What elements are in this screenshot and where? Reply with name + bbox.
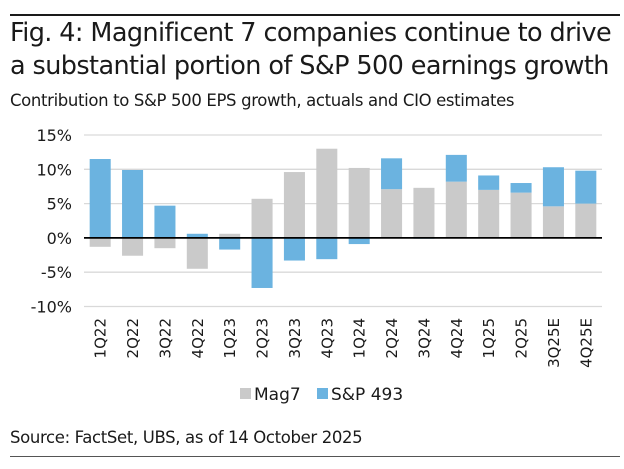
- y-tick-label: 10%: [36, 160, 72, 179]
- bar-s-p-493-3q23: [283, 237, 305, 261]
- y-tick-label: 0%: [47, 229, 72, 248]
- x-tick-label: 1Q24: [351, 318, 369, 358]
- x-tick-label: 3Q25E: [545, 318, 563, 368]
- bottom-rule: [10, 456, 620, 457]
- bar-s-p-493-2q23: [251, 237, 273, 288]
- y-tick-label: 15%: [36, 126, 72, 145]
- x-tick-label: 2Q22: [124, 318, 142, 358]
- y-tick-label: -5%: [41, 263, 72, 282]
- x-tick-label: 2Q25: [513, 318, 531, 358]
- bar-mag7-2q24: [381, 189, 403, 238]
- bar-s-p-493-1q24: [348, 237, 370, 245]
- bar-mag7-1q22: [89, 237, 111, 247]
- x-tick-label: 4Q22: [189, 318, 207, 358]
- legend-label-mag7: Mag7: [254, 385, 301, 405]
- bar-s-p-493-4q24: [445, 154, 467, 182]
- legend: Mag7 S&P 493: [240, 385, 403, 405]
- bar-s-p-493-3q25e: [542, 167, 564, 207]
- bar-mag7-3q22: [154, 237, 176, 249]
- bar-s-p-493-1q22: [89, 159, 111, 238]
- chart-title: Fig. 4: Magnificent 7 companies continue…: [10, 17, 612, 83]
- x-tick-label: 1Q23: [221, 318, 239, 358]
- bar-mag7-2q25: [510, 192, 532, 238]
- bar-s-p-493-2q24: [381, 158, 403, 190]
- title-line-1: Fig. 4: Magnificent 7 companies continue…: [10, 18, 612, 48]
- bar-s-p-493-1q23: [219, 237, 241, 250]
- bar-mag7-1q23: [219, 233, 241, 238]
- bar-s-p-493-4q23: [316, 237, 338, 260]
- bar-s-p-493-2q25: [510, 183, 532, 193]
- bar-mag7-2q23: [251, 198, 273, 238]
- bar-s-p-493-4q25e: [575, 170, 597, 204]
- bars: [89, 148, 597, 288]
- x-axis-labels: 1Q22 2Q22 3Q22 4Q22 1Q23 2Q23 3Q23 4Q23 1Q24 2Q24…: [92, 318, 596, 368]
- bar-s-p-493-4q22: [186, 233, 208, 238]
- chart-subtitle: Contribution to S&P 500 EPS growth, actu…: [10, 91, 515, 110]
- x-tick-label: 4Q25E: [577, 318, 595, 368]
- title-line-2: a substantial portion of S&P 500 earning…: [10, 51, 609, 81]
- x-tick-label: 3Q22: [156, 318, 174, 358]
- bar-s-p-493-2q22: [122, 169, 144, 238]
- legend-swatch-mag7: [240, 388, 251, 399]
- bar-mag7-2q22: [122, 237, 144, 256]
- source-note: Source: FactSet, UBS, as of 14 October 2…: [10, 428, 363, 447]
- bar-mag7-1q24: [348, 167, 370, 238]
- bar-mag7-4q24: [445, 181, 467, 238]
- x-tick-label: 3Q23: [286, 318, 304, 358]
- x-tick-label: 2Q23: [254, 318, 272, 358]
- bar-mag7-4q25e: [575, 203, 597, 238]
- x-tick-label: 3Q24: [415, 318, 433, 358]
- x-tick-label: 1Q22: [92, 318, 110, 358]
- y-axis-ticks: 15% 10% 5% 0% -5% -10%: [31, 126, 72, 317]
- bar-mag7-3q25e: [542, 206, 564, 238]
- bar-mag7-4q22: [186, 237, 208, 269]
- x-tick-label: 1Q25: [480, 318, 498, 358]
- y-tick-label: 5%: [47, 195, 72, 214]
- bar-mag7-4q23: [316, 148, 338, 238]
- bar-s-p-493-1q25: [478, 175, 500, 190]
- top-rule: [10, 14, 620, 16]
- bar-s-p-493-3q22: [154, 205, 176, 238]
- gridlines: [84, 134, 602, 308]
- bar-mag7-3q23: [283, 172, 305, 238]
- x-tick-label: 4Q23: [318, 318, 336, 358]
- x-tick-label: 2Q24: [383, 318, 401, 358]
- x-tick-label: 4Q24: [448, 318, 466, 358]
- legend-swatch-sp493: [317, 388, 328, 399]
- bar-mag7-3q24: [413, 187, 435, 238]
- legend-label-sp493: S&P 493: [331, 385, 403, 405]
- y-tick-label: -10%: [31, 298, 72, 317]
- bar-mag7-1q25: [478, 189, 500, 238]
